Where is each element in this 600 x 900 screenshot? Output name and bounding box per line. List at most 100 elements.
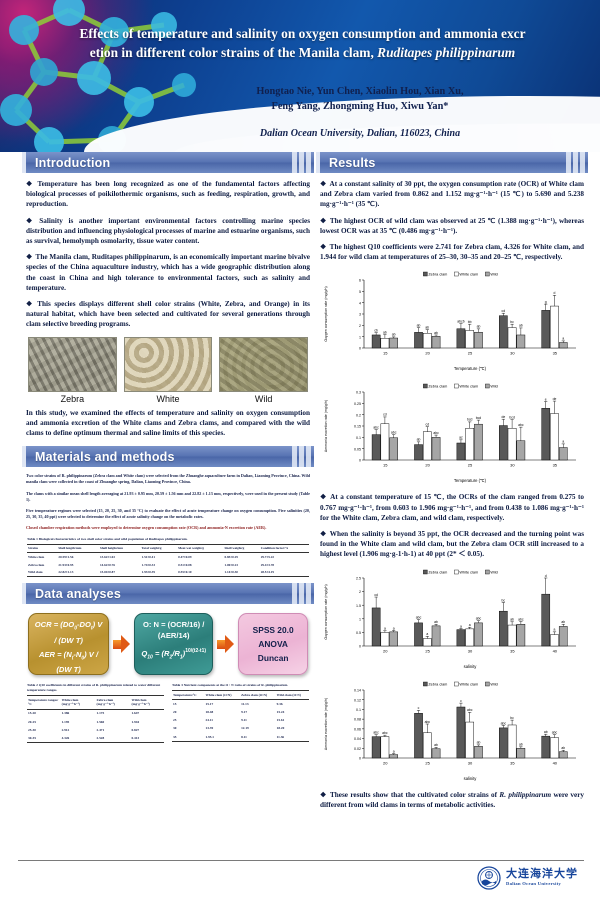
svg-text:a: a [469, 623, 471, 627]
svg-text:a: a [460, 624, 462, 628]
results-bullet-2-text: The highest OCR of wild clam was observe… [320, 216, 585, 235]
results-bullet-3: ❖ The highest Q10 coefficients were 2.741… [320, 242, 584, 262]
table-row: 15-20 1.386 1.175 1.647 [27, 709, 164, 718]
results-bullet-3-text: The highest Q10 coefficients were 2.741 … [320, 243, 584, 262]
cell: 15.61 [276, 718, 285, 723]
svg-text:ab: ab [561, 620, 565, 624]
table-row: 25 24.11 9.11 15.61 [172, 716, 309, 724]
th-wild-clam-on: Wild clam (O:N) [275, 690, 309, 700]
svg-text:0.25: 0.25 [354, 402, 361, 406]
svg-text:0: 0 [359, 459, 361, 463]
poster-title-line1: Effects of temperature and salinity on o… [79, 26, 526, 41]
th-white-clam: White clam (mg·g⁻¹·h⁻¹) [60, 695, 96, 710]
cell: 2.471 [96, 727, 105, 732]
cell: 28.5±4.19 [259, 568, 309, 578]
svg-text:1.5: 1.5 [356, 603, 361, 607]
svg-text:White clam: White clam [459, 570, 478, 574]
svg-text:0: 0 [359, 644, 361, 648]
diamond-bullet-icon: ❖ [320, 216, 327, 225]
molecule-decoration-icon [0, 0, 196, 152]
svg-text:cd: cd [426, 423, 430, 427]
svg-text:salinity: salinity [464, 664, 478, 669]
svg-text:25: 25 [425, 648, 430, 653]
svg-text:0.5: 0.5 [356, 631, 361, 635]
cell: 22.82±1.13 [57, 568, 99, 578]
diamond-bullet-icon: ❖ [320, 243, 327, 252]
svg-text:a: a [562, 337, 564, 341]
table-header-row: Temperature ranges/°C White clam (mg·g⁻¹… [27, 695, 164, 710]
cell: 1.00±0.23 [224, 562, 238, 567]
table-row: 30 13.39 12.19 18.20 [172, 725, 309, 733]
author-line-1: Hongtao Nie, Yun Chen, Xiaolin Hou, Xian… [256, 86, 464, 97]
author-list: Hongtao Nie, Yun Chen, Xiaolin Hou, Xian… [150, 84, 570, 114]
th-white-clam-on: White clam (O:N) [204, 690, 241, 700]
svg-text:bc: bc [502, 598, 506, 602]
cell: 12.19 [241, 726, 249, 731]
table-row: 15 15.17 11.13 9.36 [172, 699, 309, 708]
analysis-duncan: Duncan [257, 653, 289, 664]
university-logo: 大连海洋大学 Dalian Ocean University [477, 866, 578, 890]
svg-text:abcb: abcb [457, 320, 464, 324]
table-row: 30-35 4.326 2.528 0.413 [27, 734, 164, 744]
svg-text:ab: ab [383, 331, 387, 335]
svg-text:0.04: 0.04 [354, 737, 361, 741]
cell: 0.85±0.29 [224, 554, 238, 559]
results-bullet-1: ❖ At a constant salinity of 30 ppt, the o… [320, 179, 584, 210]
svg-text:0.02: 0.02 [354, 747, 361, 751]
cell: 15.24 [276, 709, 285, 714]
cell: 18.48 [205, 709, 214, 714]
cell: 15-20 [28, 711, 36, 716]
svg-text:35: 35 [553, 463, 558, 468]
intro-bullet-2-text: Salinity is another important environmen… [26, 216, 311, 246]
svg-text:35: 35 [553, 351, 558, 356]
software-box: SPSS 20.0 ANOVA Duncan [238, 613, 308, 676]
th-meat-weight: Meat wet weight/g [177, 543, 224, 553]
materials-paragraph-1: Two color strains of R. philippinarum (Z… [26, 473, 310, 485]
svg-text:0.2: 0.2 [356, 414, 361, 418]
svg-text:a: a [426, 632, 428, 636]
formula-on-ratio: O: N = (OCR/16) / (AER/14) [142, 620, 205, 641]
table-row: 25-30 2.912 2.471 0.827 [27, 726, 164, 734]
chart-ocr-temperature: 0 1 2 3 4 5 6 cb ab ab 15 ab ab ab 20 abcb bb ab 25 cd bc ab 3… [318, 268, 586, 374]
svg-text:25: 25 [468, 463, 473, 468]
logo-chinese-name: 大连海洋大学 [506, 868, 578, 881]
svg-text:Oxygen consumption rate (mg/g/: Oxygen consumption rate (mg/g/h) [324, 287, 328, 342]
svg-text:Zebra clam: Zebra clam [428, 273, 447, 277]
software-name: SPSS 20.0 [252, 625, 294, 636]
svg-text:abc: abc [391, 431, 397, 435]
svg-text:20: 20 [425, 351, 430, 356]
svg-text:abc: abc [518, 423, 524, 427]
svg-text:White clam: White clam [459, 682, 478, 686]
svg-text:cd: cd [383, 413, 387, 417]
svg-text:0: 0 [359, 347, 361, 351]
svg-text:2: 2 [359, 324, 361, 328]
section-title-results: Results [329, 155, 376, 170]
svg-text:ab: ab [425, 326, 429, 330]
chart-aer-temperature: 0 0.05 0.1 0.15 0.2 0.25 0.3 abc cd abc 15 ab cd abc 2… [318, 380, 586, 486]
svg-text:25: 25 [425, 760, 430, 765]
svg-text:0.05: 0.05 [354, 448, 361, 452]
svg-text:Ammonia excretion rate (mg/g/h: Ammonia excretion rate (mg/g/h) [324, 400, 328, 452]
svg-text:30: 30 [468, 648, 473, 653]
shell-photo-zebra: Zebra [28, 336, 117, 404]
th-condition-factor: Condition factor/% [259, 543, 309, 553]
svg-text:abc: abc [373, 426, 379, 430]
cell: 0.827 [131, 727, 140, 732]
svg-text:abc: abc [501, 721, 507, 725]
svg-text:White clam: White clam [459, 385, 478, 389]
section-title-data-analyses: Data analyses [35, 586, 121, 601]
cell: 2.912 [61, 727, 70, 732]
svg-text:abc: abc [416, 615, 422, 619]
svg-text:6: 6 [359, 279, 361, 283]
header-ticks-icon [283, 446, 311, 468]
cell: 9.11 [241, 718, 247, 723]
svg-text:Zebra clam: Zebra clam [428, 682, 447, 686]
svg-text:1: 1 [359, 336, 361, 340]
table-2-wrapper: Table 2 Q10 coefficients in different st… [27, 683, 164, 744]
th-wild-clam: Wild clam (mg·g⁻¹·h⁻¹) [130, 695, 164, 710]
cell: 1.386 [61, 711, 70, 716]
flow-arrow-2-icon [217, 634, 235, 654]
cell: 1.195 [61, 719, 70, 724]
diamond-bullet-icon: ❖ [26, 300, 35, 309]
cell: 35 [172, 732, 205, 742]
